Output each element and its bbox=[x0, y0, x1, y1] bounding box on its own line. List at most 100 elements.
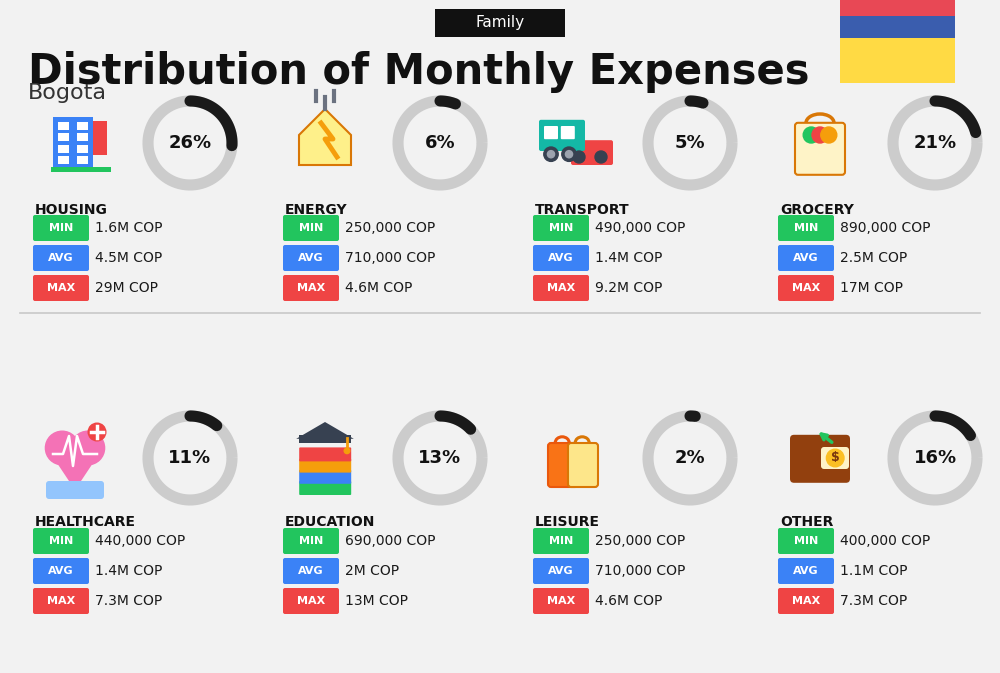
FancyBboxPatch shape bbox=[821, 447, 849, 469]
Text: 16%: 16% bbox=[913, 449, 957, 467]
FancyBboxPatch shape bbox=[58, 145, 69, 153]
Text: 4.6M COP: 4.6M COP bbox=[345, 281, 412, 295]
FancyBboxPatch shape bbox=[299, 481, 351, 495]
FancyBboxPatch shape bbox=[58, 156, 69, 164]
Text: OTHER: OTHER bbox=[780, 515, 833, 529]
Circle shape bbox=[88, 423, 106, 441]
FancyBboxPatch shape bbox=[33, 275, 89, 301]
FancyBboxPatch shape bbox=[33, 528, 89, 554]
Text: EDUCATION: EDUCATION bbox=[285, 515, 375, 529]
Text: 1.4M COP: 1.4M COP bbox=[595, 251, 662, 265]
Text: MAX: MAX bbox=[47, 596, 75, 606]
Text: 13M COP: 13M COP bbox=[345, 594, 408, 608]
FancyBboxPatch shape bbox=[533, 588, 589, 614]
Circle shape bbox=[565, 151, 573, 157]
Text: MIN: MIN bbox=[299, 536, 323, 546]
Text: 17M COP: 17M COP bbox=[840, 281, 903, 295]
Circle shape bbox=[344, 448, 350, 454]
Circle shape bbox=[71, 431, 105, 465]
Text: 2.5M COP: 2.5M COP bbox=[840, 251, 907, 265]
Text: Distribution of Monthly Expenses: Distribution of Monthly Expenses bbox=[28, 51, 810, 93]
Text: 2%: 2% bbox=[675, 449, 705, 467]
Text: 1.4M COP: 1.4M COP bbox=[95, 564, 162, 578]
FancyBboxPatch shape bbox=[33, 558, 89, 584]
FancyBboxPatch shape bbox=[77, 156, 88, 164]
Text: GROCERY: GROCERY bbox=[780, 203, 854, 217]
FancyBboxPatch shape bbox=[299, 448, 351, 462]
FancyBboxPatch shape bbox=[85, 121, 107, 155]
Text: 890,000 COP: 890,000 COP bbox=[840, 221, 930, 235]
FancyBboxPatch shape bbox=[548, 443, 578, 487]
Circle shape bbox=[573, 151, 585, 163]
FancyBboxPatch shape bbox=[77, 133, 88, 141]
Text: AVG: AVG bbox=[548, 253, 574, 263]
Text: 7.3M COP: 7.3M COP bbox=[95, 594, 162, 608]
Text: 29M COP: 29M COP bbox=[95, 281, 158, 295]
FancyBboxPatch shape bbox=[533, 528, 589, 554]
Text: AVG: AVG bbox=[298, 253, 324, 263]
Circle shape bbox=[547, 151, 555, 157]
FancyBboxPatch shape bbox=[571, 140, 613, 165]
Text: 26%: 26% bbox=[168, 134, 212, 152]
FancyBboxPatch shape bbox=[33, 245, 89, 271]
Text: 9.2M COP: 9.2M COP bbox=[595, 281, 662, 295]
FancyBboxPatch shape bbox=[790, 435, 850, 483]
Text: 2M COP: 2M COP bbox=[345, 564, 399, 578]
Text: MAX: MAX bbox=[47, 283, 75, 293]
FancyBboxPatch shape bbox=[283, 558, 339, 584]
FancyBboxPatch shape bbox=[795, 122, 845, 175]
FancyBboxPatch shape bbox=[840, 15, 955, 38]
Text: 4.5M COP: 4.5M COP bbox=[95, 251, 162, 265]
Text: 710,000 COP: 710,000 COP bbox=[345, 251, 435, 265]
Text: MIN: MIN bbox=[299, 223, 323, 233]
Text: Family: Family bbox=[475, 15, 525, 30]
Text: 690,000 COP: 690,000 COP bbox=[345, 534, 436, 548]
Text: LEISURE: LEISURE bbox=[535, 515, 600, 529]
FancyBboxPatch shape bbox=[53, 117, 93, 169]
Text: AVG: AVG bbox=[793, 566, 819, 576]
Text: 5%: 5% bbox=[675, 134, 705, 152]
Text: MAX: MAX bbox=[547, 283, 575, 293]
Circle shape bbox=[821, 127, 837, 143]
FancyBboxPatch shape bbox=[561, 126, 575, 139]
FancyBboxPatch shape bbox=[77, 122, 88, 130]
FancyBboxPatch shape bbox=[299, 435, 351, 443]
FancyBboxPatch shape bbox=[435, 9, 565, 37]
FancyBboxPatch shape bbox=[283, 245, 339, 271]
FancyBboxPatch shape bbox=[778, 528, 834, 554]
Text: 6%: 6% bbox=[425, 134, 455, 152]
Text: 21%: 21% bbox=[913, 134, 957, 152]
FancyBboxPatch shape bbox=[533, 215, 589, 241]
Text: 1.1M COP: 1.1M COP bbox=[840, 564, 908, 578]
Text: AVG: AVG bbox=[48, 253, 74, 263]
Text: AVG: AVG bbox=[793, 253, 819, 263]
Polygon shape bbox=[47, 448, 103, 490]
FancyBboxPatch shape bbox=[840, 38, 955, 83]
Text: MIN: MIN bbox=[794, 536, 818, 546]
FancyBboxPatch shape bbox=[840, 0, 955, 15]
FancyBboxPatch shape bbox=[77, 145, 88, 153]
Text: MIN: MIN bbox=[549, 536, 573, 546]
Text: MIN: MIN bbox=[794, 223, 818, 233]
Text: MAX: MAX bbox=[297, 596, 325, 606]
Circle shape bbox=[562, 147, 576, 162]
Circle shape bbox=[803, 127, 819, 143]
Text: Bogota: Bogota bbox=[28, 83, 107, 103]
Text: MAX: MAX bbox=[547, 596, 575, 606]
Circle shape bbox=[826, 449, 844, 467]
FancyBboxPatch shape bbox=[283, 275, 339, 301]
Polygon shape bbox=[299, 109, 351, 165]
Text: 400,000 COP: 400,000 COP bbox=[840, 534, 930, 548]
Text: AVG: AVG bbox=[48, 566, 74, 576]
Circle shape bbox=[544, 147, 558, 162]
Circle shape bbox=[45, 431, 79, 465]
FancyBboxPatch shape bbox=[533, 558, 589, 584]
FancyBboxPatch shape bbox=[46, 481, 104, 499]
Text: AVG: AVG bbox=[548, 566, 574, 576]
Text: 250,000 COP: 250,000 COP bbox=[595, 534, 685, 548]
Text: 250,000 COP: 250,000 COP bbox=[345, 221, 435, 235]
Text: 440,000 COP: 440,000 COP bbox=[95, 534, 185, 548]
Text: 13%: 13% bbox=[418, 449, 462, 467]
FancyBboxPatch shape bbox=[58, 122, 69, 130]
Text: HOUSING: HOUSING bbox=[35, 203, 108, 217]
